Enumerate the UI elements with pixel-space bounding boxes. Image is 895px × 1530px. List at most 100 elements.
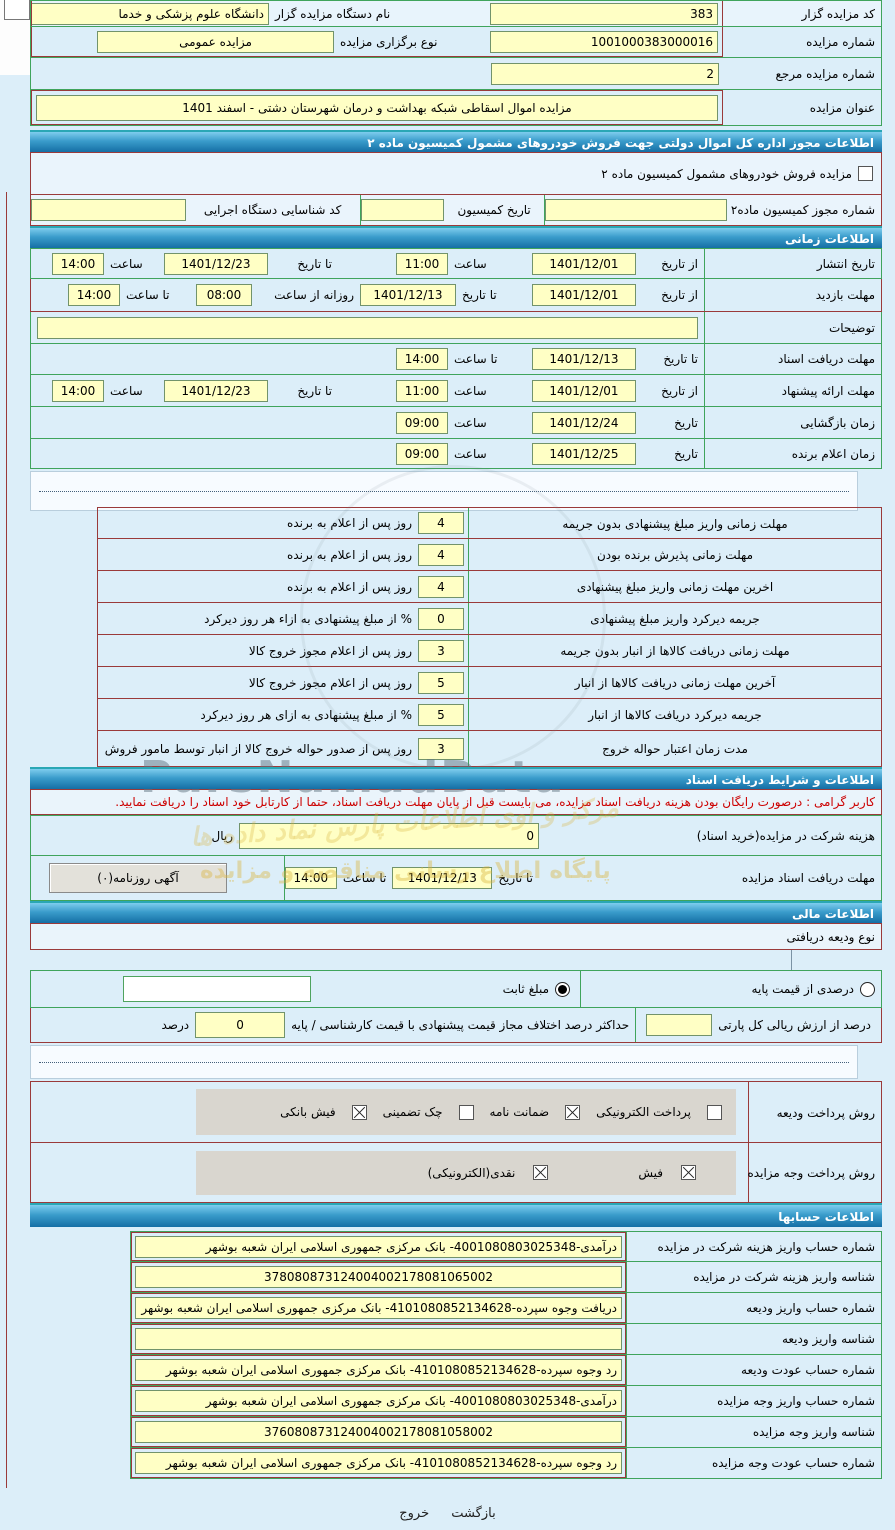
fixed-amount-radio[interactable] — [555, 981, 570, 997]
account-value[interactable]: 376080873124004002178081058002 — [135, 1421, 622, 1443]
electronic-payment-checkbox[interactable] — [707, 1104, 722, 1120]
auction-number-value[interactable]: 1001000383000016 — [490, 30, 718, 53]
account-value[interactable]: 378080873124004002178081065002 — [135, 1266, 622, 1288]
offer-to-date[interactable]: 1401/12/23 — [164, 379, 268, 402]
cash-electronic-checkbox[interactable] — [533, 1165, 549, 1180]
publish-from-date[interactable]: 1401/12/01 — [532, 252, 636, 275]
fee-input[interactable]: 0 — [239, 822, 539, 849]
hour-label: ساعت — [110, 256, 143, 271]
publish-to-time[interactable]: 14:00 — [52, 252, 104, 275]
account-label: شماره حساب واریز ودیعه — [626, 1293, 881, 1323]
visit-to-date[interactable]: 1401/12/13 — [360, 284, 456, 306]
offer-to-time[interactable]: 14:00 — [52, 379, 104, 402]
row-description: توضیحات — [30, 312, 882, 344]
doc-receive-deadline-label: مهلت دریافت اسناد مزایده — [741, 871, 875, 885]
opening-time[interactable]: 09:00 — [396, 411, 448, 434]
row-doc-deadline: مهلت دریافت اسناد تا تاریخ 1401/12/13 تا… — [30, 344, 882, 375]
permit-number-input[interactable] — [545, 199, 727, 221]
offer-from-date[interactable]: 1401/12/01 — [532, 379, 636, 402]
auction-type-value[interactable]: مزایده عمومی — [97, 30, 334, 53]
penalty-value[interactable]: 5 — [418, 703, 464, 726]
account-value[interactable]: دریافت وجوه سپرده-4101080852134628- بانک… — [135, 1297, 622, 1319]
publish-to-date[interactable]: 1401/12/23 — [164, 252, 268, 275]
account-value[interactable]: درآمدی-4001080803025348- بانک مرکزی جمهو… — [135, 1235, 622, 1258]
doc-until-time[interactable]: 14:00 — [284, 867, 337, 889]
commission-date-input[interactable] — [360, 199, 444, 221]
visit-from-date[interactable]: 1401/12/01 — [532, 284, 636, 306]
secured-check-label: چک تضمینی — [382, 1105, 443, 1119]
opening-date[interactable]: 1401/12/24 — [532, 411, 636, 434]
penalty-value[interactable]: 0 — [418, 607, 464, 630]
bank-slip-checkbox[interactable] — [351, 1104, 367, 1120]
penalty-value[interactable]: 4 — [418, 543, 464, 566]
separator — [30, 1045, 858, 1079]
exit-link[interactable]: خروج — [399, 1506, 430, 1521]
account-value[interactable]: رد وجوه سپرده-4101080852134628- بانک مرک… — [135, 1452, 622, 1474]
commission-article2-checkbox[interactable] — [858, 166, 873, 181]
reference-number-value[interactable]: 2 — [491, 62, 719, 85]
winner-time[interactable]: 09:00 — [396, 442, 448, 465]
visit-daily-from-time[interactable]: 08:00 — [196, 284, 252, 306]
slip-checkbox[interactable] — [681, 1165, 696, 1180]
penalty-label: آخرین مهلت زمانی دریافت کالاها از انبار — [468, 667, 881, 698]
deposit-type-row: نوع ودیعه دریافتی — [30, 923, 882, 950]
account-value[interactable]: درآمدی-4001080803025348- بانک مرکزی جمهو… — [135, 1390, 622, 1412]
description-label: توضیحات — [704, 312, 881, 343]
penalty-value[interactable]: 4 — [418, 575, 464, 598]
maxdiff-input[interactable]: 0 — [195, 1012, 286, 1038]
secured-check-checkbox[interactable] — [458, 1104, 474, 1120]
penalty-suffix: % از مبلغ پیشنهادی به ازای هر روز دیرکرد — [200, 707, 412, 722]
reference-number-label: شماره مزایده مرجع — [775, 66, 875, 81]
account-label: شماره حساب واریز هزینه شرکت در مزایده — [626, 1232, 881, 1261]
connector-line — [791, 950, 882, 970]
hour-label: ساعت — [454, 383, 487, 398]
guarantee-letter-checkbox[interactable] — [565, 1104, 581, 1120]
account-value[interactable]: رد وجوه سپرده-4101080852134628- بانک مرک… — [135, 1359, 622, 1381]
description-input[interactable] — [37, 316, 698, 339]
offer-from-time[interactable]: 11:00 — [396, 379, 448, 402]
account-label: شماره حساب واریز وجه مزایده — [626, 1386, 881, 1416]
account-label: شماره حساب عودت ودیعه — [626, 1355, 881, 1385]
doc-deadline-label: مهلت دریافت اسناد — [704, 344, 881, 374]
winner-time-label: زمان اعلام برنده — [704, 439, 881, 468]
visit-period-label: مهلت بازدید — [704, 279, 881, 311]
agency-id-input[interactable] — [31, 199, 186, 221]
party-value-percent-label: درصد از ارزش ریالی کل پارتی — [718, 1018, 871, 1032]
date-label: تاریخ — [674, 415, 698, 430]
penalty-rows: مهلت زمانی واریز مبلغ پیشنهادی بدون جریم… — [97, 507, 882, 767]
doc-until-date[interactable]: 1401/12/13 — [392, 867, 493, 889]
account-value[interactable] — [135, 1328, 622, 1350]
auction-title-value[interactable]: مزایده اموال اسقاطی شبکه بهداشت و درمان … — [36, 94, 718, 121]
penalty-value[interactable]: 4 — [418, 512, 464, 534]
winner-date[interactable]: 1401/12/25 — [532, 442, 636, 465]
publish-from-time[interactable]: 11:00 — [396, 252, 448, 275]
publish-date-label: تاریخ انتشار — [704, 249, 881, 278]
auction-code-value[interactable]: 383 — [490, 2, 718, 25]
fee-label: هزینه شرکت در مزایده(خرید اسناد) — [696, 828, 875, 843]
penalty-value[interactable]: 5 — [418, 671, 464, 694]
auction-payment-row: روش پرداخت وجه مزایده فیش نقدی(الکترونیک… — [30, 1143, 882, 1203]
doc-deadline-date[interactable]: 1401/12/13 — [532, 348, 636, 370]
until-time-label: تا ساعت — [342, 871, 387, 885]
documents-warning: کاربر گرامی : درصورت رایگان بودن هزینه د… — [30, 789, 882, 815]
party-value-percent-input[interactable] — [646, 1014, 713, 1036]
percent-row: درصد از ارزش ریالی کل پارتی حداکثر درصد … — [30, 1008, 882, 1043]
row-opening-time: زمان بازگشایی تاریخ 1401/12/24 ساعت 09:0… — [30, 407, 882, 439]
section-header-documents: اطلاعات و شرایط دریافت اسناد — [30, 767, 882, 789]
deposit-payment-row: روش پرداخت ودیعه پرداخت الکترونیکی ضمانت… — [30, 1081, 882, 1143]
doc-deadline-time[interactable]: 14:00 — [396, 348, 448, 370]
penalty-value[interactable]: 3 — [418, 639, 464, 662]
newspaper-ads-button[interactable]: آگهی روزنامه(۰) — [49, 863, 227, 893]
hour-label: ساعت — [454, 415, 487, 430]
organizer-name-value[interactable]: دانشگاه علوم پزشکی و خدما — [32, 2, 269, 25]
row-auction-number: شماره مزایده 1001000383000016 نوع برگزار… — [30, 27, 882, 58]
outer-table-border — [6, 192, 7, 1488]
fixed-amount-input[interactable] — [123, 976, 311, 1002]
percent-of-base-radio[interactable] — [860, 981, 875, 997]
separator — [30, 471, 858, 511]
penalty-value[interactable]: 3 — [418, 737, 464, 760]
visit-to-time[interactable]: 14:00 — [68, 284, 120, 306]
penalty-label: اخرین مهلت زمانی واریز مبلغ پیشنهادی — [468, 571, 881, 602]
footer-links: بازگشت خروج — [0, 1506, 895, 1521]
back-link[interactable]: بازگشت — [451, 1506, 496, 1521]
